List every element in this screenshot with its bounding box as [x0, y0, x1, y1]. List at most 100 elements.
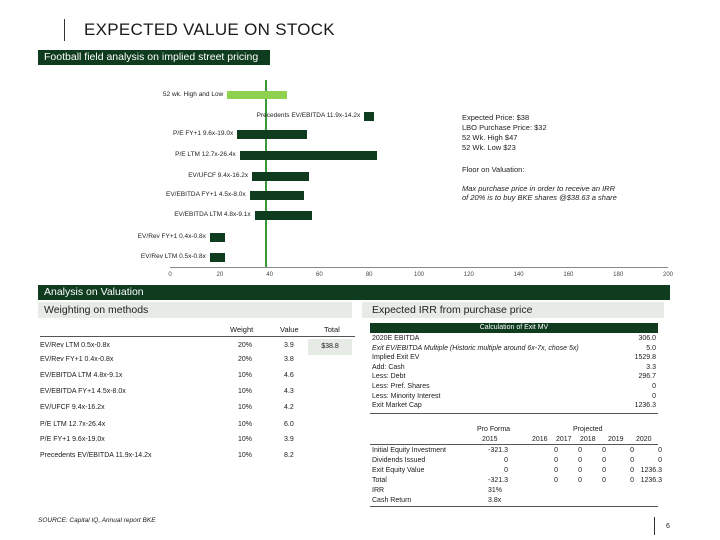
- note-expected-price: Expected Price: $38: [462, 113, 530, 122]
- exit-mv-label: Less: Minority Interest: [372, 392, 441, 400]
- exit-mv-label: Implied Exit EV: [372, 354, 420, 362]
- note-max-purchase-1: Max purchase price in order to receive a…: [462, 184, 615, 193]
- axis-tick-label: 160: [563, 272, 574, 278]
- irr-cell: 0: [630, 447, 634, 454]
- year-header: 2020: [636, 436, 652, 443]
- irr-cell: 0: [554, 467, 558, 474]
- note-52wk-high: 52 Wk. High $47: [462, 133, 518, 142]
- ff-bar: [249, 191, 305, 200]
- exit-mv-label: 2020E EBITDA: [372, 335, 420, 342]
- year-header: 2016: [532, 436, 548, 443]
- irr-cell: 0: [602, 457, 606, 464]
- year-header: 2015: [482, 436, 498, 443]
- ff-bar: [209, 233, 225, 242]
- exit-mv-value: 3.3: [646, 363, 656, 371]
- method-weight: 20%: [238, 356, 253, 363]
- method-label: EV/EBITDA LTM 4.8x-9.1x: [40, 372, 123, 379]
- title-rule: [64, 19, 65, 41]
- irr-cell: 0: [504, 467, 508, 474]
- ff-bar: [364, 112, 375, 121]
- projected-label: Projected: [573, 426, 603, 433]
- method-value: 4.6: [284, 372, 294, 379]
- exit-mv-value: 0: [652, 383, 656, 390]
- irr-cell: 1236.3: [640, 477, 662, 484]
- footer-rule: [654, 517, 655, 535]
- irr-cell: 1236.3: [640, 467, 662, 474]
- weight-table-rule: [40, 336, 355, 337]
- method-weight: 10%: [238, 421, 253, 428]
- year-header: 2018: [580, 436, 596, 443]
- axis-tick-label: 60: [316, 272, 323, 278]
- axis-tick-label: 200: [662, 272, 673, 278]
- irr-header: Expected IRR from purchase price: [362, 302, 664, 318]
- ff-row-label: EV/EBITDA FY+1 4.5x-8.0x: [166, 191, 246, 198]
- irr-cell: 0: [554, 457, 558, 464]
- exit-mv-value: 1529.8: [634, 354, 656, 362]
- note-floor: Floor on Valuation:: [462, 165, 525, 174]
- irr-cell: 0: [630, 477, 634, 484]
- irr-cell: 0: [658, 457, 662, 464]
- irr-cell: 0: [602, 477, 606, 484]
- value-col-header: Value: [280, 325, 299, 334]
- exit-mv-label: Less: Debt: [372, 373, 406, 381]
- exit-mv-header: Calculation of Exit MV: [370, 323, 658, 333]
- ff-row-label: EV/EBITDA LTM 4.8x-9.1x: [174, 211, 251, 218]
- method-value: 8.2: [284, 452, 294, 459]
- x-axis: [170, 267, 668, 268]
- irr-cell: 0: [602, 447, 606, 454]
- exit-mv-value: 5.0: [646, 344, 656, 352]
- valuation-header: Analysis on Valuation: [38, 285, 670, 300]
- ff-row-label: EV/UFCF 9.4x-16.2x: [188, 172, 249, 179]
- method-weight: 10%: [238, 388, 253, 395]
- axis-tick-label: 0: [168, 272, 172, 278]
- method-label: EV/Rev FY+1 0.4x-0.8x: [40, 356, 114, 363]
- ff-bar: [209, 253, 225, 262]
- irr-cell: 0: [554, 447, 558, 454]
- ff-row-label: EV/Rev LTM 0.5x-0.8x: [140, 253, 206, 260]
- exit-mv-value: 306.0: [638, 335, 656, 342]
- irr-rule: [370, 444, 658, 445]
- irr-cell: 0: [578, 447, 582, 454]
- irr-cell: 0: [630, 467, 634, 474]
- ff-bar: [239, 151, 377, 160]
- ff-row-label: Precedents EV/EBITDA 11.9x-14.2x: [256, 112, 361, 119]
- exit-mv-rule: [370, 413, 658, 414]
- total-col-header: Total: [324, 325, 340, 334]
- ff-row-label: EV/Rev FY+1 0.4x-0.8x: [137, 233, 206, 240]
- ff-bar: [254, 211, 312, 220]
- source-note: SOURCE: Capital IQ, Annual report BKE: [38, 517, 156, 524]
- note-max-purchase-2: of 20% is to buy BKE shares @$38.63 a sh…: [462, 193, 617, 202]
- axis-tick-label: 40: [266, 272, 273, 278]
- irr-cell: 0: [504, 457, 508, 464]
- ff-row-label: P/E LTM 12.7x-26.4x: [175, 151, 236, 158]
- irr-value: 31%: [488, 487, 503, 494]
- irr-row-label: Exit Equity Value: [372, 467, 425, 474]
- year-header: 2017: [556, 436, 572, 443]
- irr-cell: -321.3: [488, 477, 508, 484]
- page-number: 6: [666, 523, 670, 530]
- cash-return-value: 3.8x: [488, 497, 502, 504]
- irr-row-label: Initial Equity Investment: [372, 447, 446, 454]
- method-label: P/E FY+1 9.6x-19.0x: [40, 436, 105, 443]
- exit-mv-value: 0: [652, 392, 656, 400]
- method-weight: 10%: [238, 404, 253, 411]
- axis-tick-label: 20: [216, 272, 224, 278]
- method-label: EV/EBITDA FY+1 4.5x-8.0x: [40, 388, 126, 395]
- method-label: EV/UFCF 9.4x-16.2x: [40, 404, 105, 411]
- method-weight: 20%: [238, 342, 253, 349]
- irr-bottom-rule: [370, 506, 658, 507]
- irr-cell: -321.3: [488, 447, 508, 454]
- year-header: 2019: [608, 436, 624, 443]
- irr-row-label: Dividends Issued: [372, 457, 426, 464]
- total-value: $38.8: [308, 339, 352, 355]
- irr-cell: 0: [578, 477, 582, 484]
- page-title: EXPECTED VALUE ON STOCK: [84, 20, 335, 39]
- weighting-header: Weighting on methods: [38, 302, 352, 318]
- exit-mv-label: Less: Pref. Shares: [372, 383, 430, 390]
- exit-mv-value: 296.7: [638, 373, 656, 381]
- axis-tick-label: 140: [513, 272, 524, 278]
- method-value: 4.3: [284, 388, 294, 395]
- ff-row-label: P/E FY+1 9.6x-19.0x: [173, 130, 234, 137]
- irr-cell: 0: [658, 447, 662, 454]
- exit-mv-label: Exit Market Cap: [372, 402, 422, 410]
